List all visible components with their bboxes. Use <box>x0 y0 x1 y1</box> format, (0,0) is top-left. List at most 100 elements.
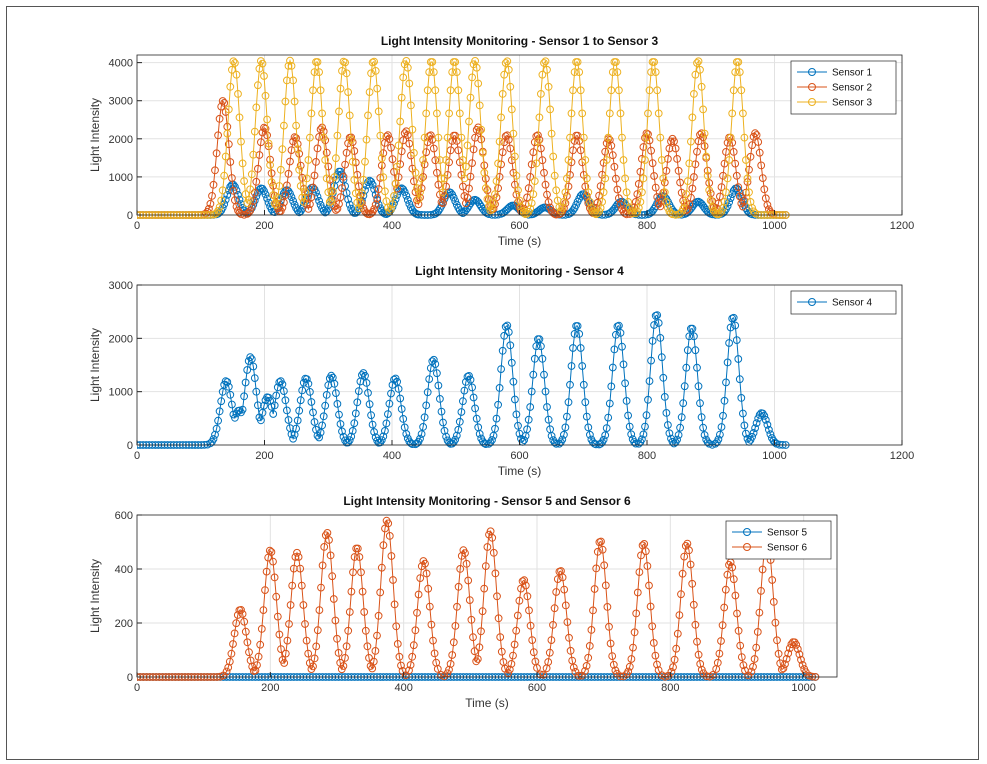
data-point <box>581 667 589 675</box>
legend-marker <box>743 543 751 551</box>
data-point <box>676 178 684 187</box>
data-point <box>500 138 509 147</box>
data-point <box>495 384 504 392</box>
data-point <box>229 186 238 195</box>
data-point <box>235 113 244 122</box>
y-tick-label: 400 <box>115 564 133 576</box>
data-point <box>229 640 237 648</box>
data-point <box>446 86 455 95</box>
data-point <box>726 133 735 142</box>
data-point <box>648 622 657 631</box>
data-point <box>539 670 548 679</box>
data-point <box>471 404 480 413</box>
data-point <box>466 93 475 102</box>
legend-box <box>725 520 832 560</box>
data-point <box>238 610 247 618</box>
data-point <box>737 86 746 95</box>
data-point <box>356 198 365 207</box>
data-point <box>334 649 343 657</box>
data-point <box>534 137 542 146</box>
data-point <box>333 131 342 140</box>
data-point <box>298 173 307 182</box>
data-point <box>717 423 726 431</box>
data-point <box>475 643 484 652</box>
data-point <box>351 409 360 418</box>
data-point <box>307 193 316 202</box>
data-point <box>602 156 611 164</box>
data-point <box>631 439 640 448</box>
data-point <box>720 603 729 612</box>
data-point <box>739 409 747 418</box>
data-point <box>509 377 518 386</box>
x-tick-label: 1000 <box>791 682 815 694</box>
data-point <box>745 188 753 197</box>
data-point <box>252 387 261 396</box>
data-point <box>218 387 227 396</box>
data-point <box>725 339 733 347</box>
data-point <box>541 387 550 396</box>
y-axis-label: Light Intensity <box>88 98 102 172</box>
data-point <box>550 604 559 613</box>
data-point <box>781 660 789 668</box>
data-point <box>414 590 423 599</box>
data-point <box>408 125 417 134</box>
legend-label: Sensor 2 <box>832 83 872 94</box>
data-point <box>722 378 730 387</box>
data-point <box>690 332 698 341</box>
data-point <box>491 190 499 199</box>
data-point <box>679 204 688 213</box>
data-point <box>782 655 791 663</box>
data-point <box>402 191 411 200</box>
data-point <box>674 166 683 175</box>
data-point <box>748 141 756 150</box>
data-point <box>517 203 525 212</box>
data-point <box>339 172 348 181</box>
data-point <box>590 209 599 218</box>
data-point <box>417 430 426 438</box>
data-point <box>547 129 556 138</box>
x-tick-label: 400 <box>383 450 401 462</box>
data-point <box>431 86 440 95</box>
data-point <box>425 602 434 611</box>
data-point <box>798 661 807 669</box>
data-point <box>616 109 625 118</box>
data-point <box>543 190 551 199</box>
data-point <box>462 559 471 568</box>
data-point <box>452 68 461 76</box>
data-point <box>244 195 253 204</box>
data-point <box>645 377 654 386</box>
data-point <box>472 657 481 666</box>
data-point <box>785 644 794 653</box>
data-point <box>616 329 625 337</box>
data-point <box>599 435 608 444</box>
data-point <box>731 321 740 330</box>
data-point <box>641 422 649 431</box>
data-point <box>345 200 354 209</box>
data-point <box>365 654 373 662</box>
data-point <box>373 84 382 93</box>
data-point <box>673 435 681 444</box>
data-point <box>370 428 379 436</box>
data-point <box>365 400 374 409</box>
data-point <box>549 621 557 629</box>
data-point <box>734 183 743 192</box>
data-point <box>321 156 330 164</box>
data-point <box>338 184 346 192</box>
data-point <box>322 391 331 399</box>
data-point <box>493 592 501 601</box>
data-point <box>543 403 551 411</box>
data-point <box>429 636 437 645</box>
data-point <box>627 655 636 663</box>
legend: Sensor 5 Sensor 6 <box>725 520 832 560</box>
data-point <box>468 383 477 392</box>
data-point <box>703 171 712 180</box>
data-point <box>281 97 290 106</box>
data-point <box>498 346 507 355</box>
legend-label: Sensor 5 <box>767 528 807 539</box>
data-point <box>469 633 477 642</box>
data-point <box>507 358 516 367</box>
data-point <box>693 147 701 156</box>
data-point <box>491 424 499 433</box>
data-point <box>424 584 433 593</box>
data-point <box>752 643 761 652</box>
